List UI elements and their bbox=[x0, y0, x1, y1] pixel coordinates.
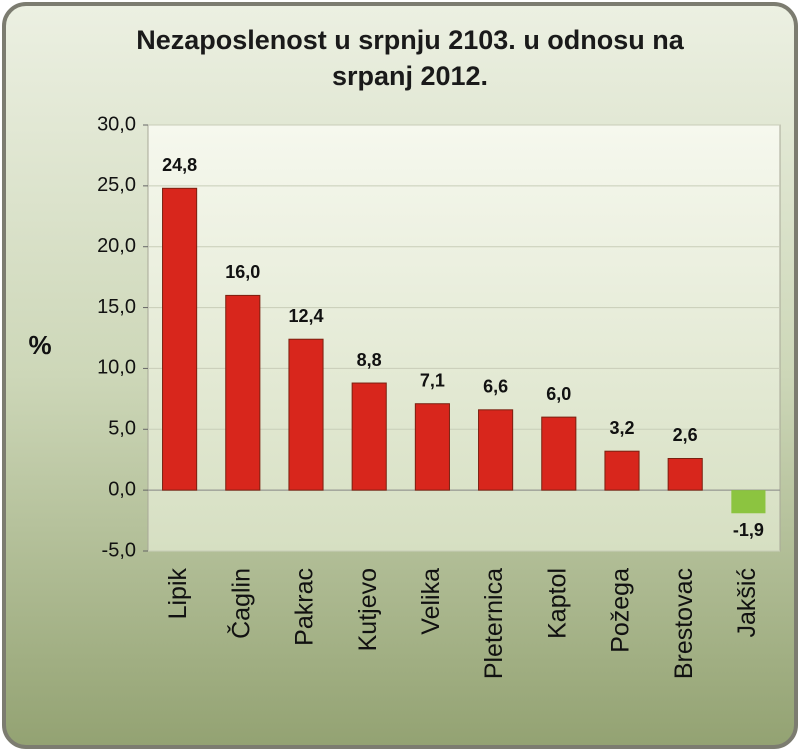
bar bbox=[604, 450, 640, 491]
bar bbox=[288, 338, 324, 491]
x-tick-label: Jakšić bbox=[733, 568, 761, 637]
bar bbox=[478, 409, 514, 491]
y-tick-label: 25,0 bbox=[97, 174, 136, 196]
x-tick-label: Brestovac bbox=[670, 568, 698, 679]
y-tick-label: 20,0 bbox=[97, 235, 136, 257]
x-tick-label: Lipik bbox=[164, 568, 192, 620]
x-tick-label: Kutjevo bbox=[354, 568, 382, 651]
chart-title: Nezaposlenost u srpnju 2103. u odnosu na… bbox=[136, 25, 684, 91]
x-tick-label: Kaptol bbox=[543, 568, 571, 639]
bar bbox=[414, 403, 450, 491]
data-label: 24,8 bbox=[162, 155, 197, 175]
data-label: 3,2 bbox=[609, 418, 634, 438]
y-tick-label: 15,0 bbox=[97, 296, 136, 318]
data-label: 16,0 bbox=[225, 262, 260, 282]
bar bbox=[731, 490, 766, 514]
data-label: 7,1 bbox=[420, 370, 445, 390]
data-label: 6,6 bbox=[483, 377, 508, 397]
x-tick-label: Požega bbox=[607, 568, 635, 653]
x-tick-label: Velika bbox=[417, 568, 445, 635]
y-tick-label: 0,0 bbox=[108, 478, 136, 500]
data-label: 2,6 bbox=[673, 425, 698, 445]
bar bbox=[162, 187, 198, 491]
y-axis-label: % bbox=[28, 330, 51, 360]
y-tick-label: 30,0 bbox=[97, 113, 136, 135]
bar bbox=[667, 457, 703, 491]
data-label: 12,4 bbox=[288, 306, 323, 326]
y-tick-label: -5,0 bbox=[102, 539, 136, 561]
x-tick-label: Pleternica bbox=[480, 568, 508, 679]
bar bbox=[541, 416, 577, 491]
y-tick-label: 5,0 bbox=[108, 418, 136, 440]
data-label: -1,9 bbox=[733, 520, 764, 540]
data-label: 6,0 bbox=[546, 384, 571, 404]
bar bbox=[351, 382, 387, 491]
x-tick-label: Čaglin bbox=[226, 568, 255, 639]
bar bbox=[225, 294, 261, 491]
data-label: 8,8 bbox=[357, 350, 382, 370]
y-tick-label: 10,0 bbox=[97, 357, 136, 379]
x-tick-label: Pakrac bbox=[291, 568, 319, 646]
